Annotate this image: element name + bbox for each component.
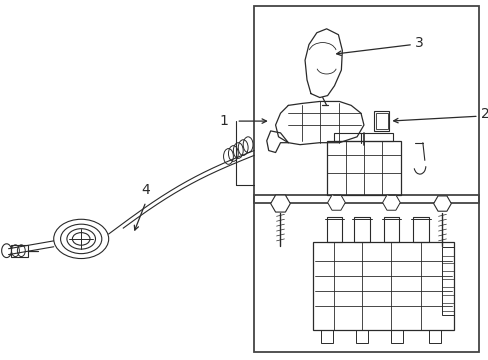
Bar	[390, 330, 403, 343]
Text: 2: 2	[480, 107, 488, 121]
Bar	[383, 217, 399, 242]
Text: 1: 1	[219, 114, 228, 128]
Bar	[355, 330, 367, 343]
Bar	[326, 141, 401, 195]
Bar	[326, 217, 342, 242]
Bar	[353, 217, 369, 242]
Bar	[253, 6, 478, 203]
Bar	[334, 133, 393, 141]
Text: 4: 4	[142, 183, 150, 197]
Bar	[373, 111, 388, 131]
Text: 3: 3	[414, 36, 423, 50]
Bar	[428, 330, 440, 343]
Bar	[312, 242, 453, 330]
Bar	[375, 113, 386, 129]
Bar	[412, 217, 428, 242]
Bar	[10, 245, 28, 257]
Bar	[320, 330, 332, 343]
Bar	[442, 247, 453, 315]
Bar	[253, 195, 478, 352]
